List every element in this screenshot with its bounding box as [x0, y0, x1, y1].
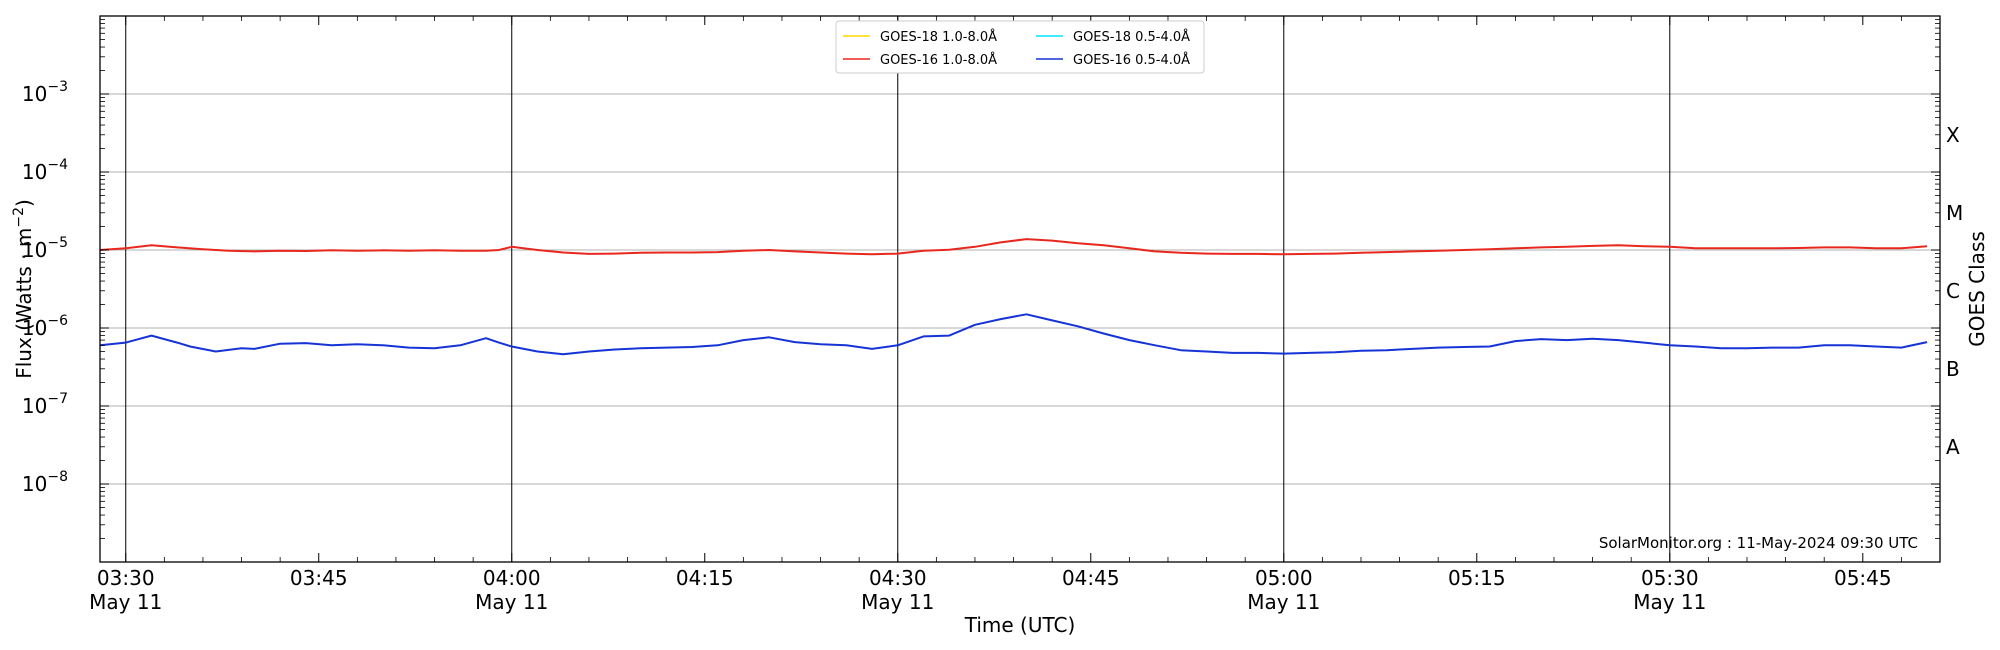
- horizontal-grid: [100, 93, 1940, 485]
- y-axis-title-exponent: −2: [11, 207, 27, 228]
- y-tick-label-5: 10−3: [22, 79, 68, 106]
- y2-axis-title: GOES Class: [1965, 231, 1989, 347]
- y-axis-title: Flux (Watts · m−2): [11, 199, 36, 379]
- goes-class-x: X: [1946, 123, 1960, 147]
- x-tick-label-6: 05:00: [1255, 566, 1313, 590]
- x-tick-label-5: 04:45: [1062, 566, 1120, 590]
- goes-class-b: B: [1946, 357, 1960, 381]
- source-annotation: SolarMonitor.org : 11-May-2024 09:30 UTC: [1599, 534, 1918, 552]
- day-marker-lines: [125, 16, 1671, 562]
- y-tick-label-2: 10−6: [22, 313, 68, 340]
- x-tick-label-2: 04:00: [483, 566, 541, 590]
- y-tick-label-4: 10−4: [22, 157, 68, 184]
- legend-label-goes18-long: GOES-18 1.0-8.0Å: [880, 29, 997, 45]
- goes-class-c: C: [1946, 279, 1960, 303]
- goes-class-a: A: [1946, 435, 1960, 459]
- goes-class-m: M: [1946, 201, 1963, 225]
- x-tick-label-8: 05:30: [1641, 566, 1699, 590]
- legend-label-goes16-long: GOES-16 1.0-8.0Å: [880, 52, 997, 68]
- x-tick-label-1: 03:45: [290, 566, 348, 590]
- y-axis-title-close: ): [12, 199, 36, 207]
- y-tick-label-1: 10−7: [22, 391, 68, 418]
- plot-frame: [99, 15, 1941, 563]
- x-tick-label-9: 05:45: [1834, 566, 1892, 590]
- x-tick-date-4: May 11: [861, 590, 934, 614]
- y-tick-label-3: 10−5: [22, 235, 68, 262]
- series-line-3: [99, 313, 1928, 356]
- legend: GOES-18 1.0-8.0Å GOES-16 1.0-8.0Å GOES-1…: [835, 20, 1205, 74]
- x-tick-date-0: May 11: [89, 590, 162, 614]
- x-tick-date-2: May 11: [475, 590, 548, 614]
- y-tick-label-0: 10−8: [22, 469, 68, 496]
- x-axis-title: Time (UTC): [964, 613, 1076, 637]
- y-axis-title-main: Flux (Watts · m: [12, 228, 36, 379]
- legend-label-goes16-short: GOES-16 0.5-4.0Å: [1073, 52, 1190, 68]
- flux-series: [99, 238, 1928, 356]
- series-line-1: [99, 238, 1928, 256]
- x-tick-label-7: 05:15: [1448, 566, 1506, 590]
- legend-label-goes18-short: GOES-18 0.5-4.0Å: [1073, 29, 1190, 45]
- x-tick-date-8: May 11: [1633, 590, 1706, 614]
- goes-class-labels: A B C M X: [1946, 123, 1963, 459]
- x-tick-date-6: May 11: [1247, 590, 1320, 614]
- x-tick-label-0: 03:30: [97, 566, 155, 590]
- x-tick-label-3: 04:15: [676, 566, 734, 590]
- x-tick-label-4: 04:30: [869, 566, 927, 590]
- y-axis-ticks: 10−8 10−7 10−6 10−5 10−4 10−3: [22, 19, 1940, 539]
- legend-box: [835, 20, 1205, 74]
